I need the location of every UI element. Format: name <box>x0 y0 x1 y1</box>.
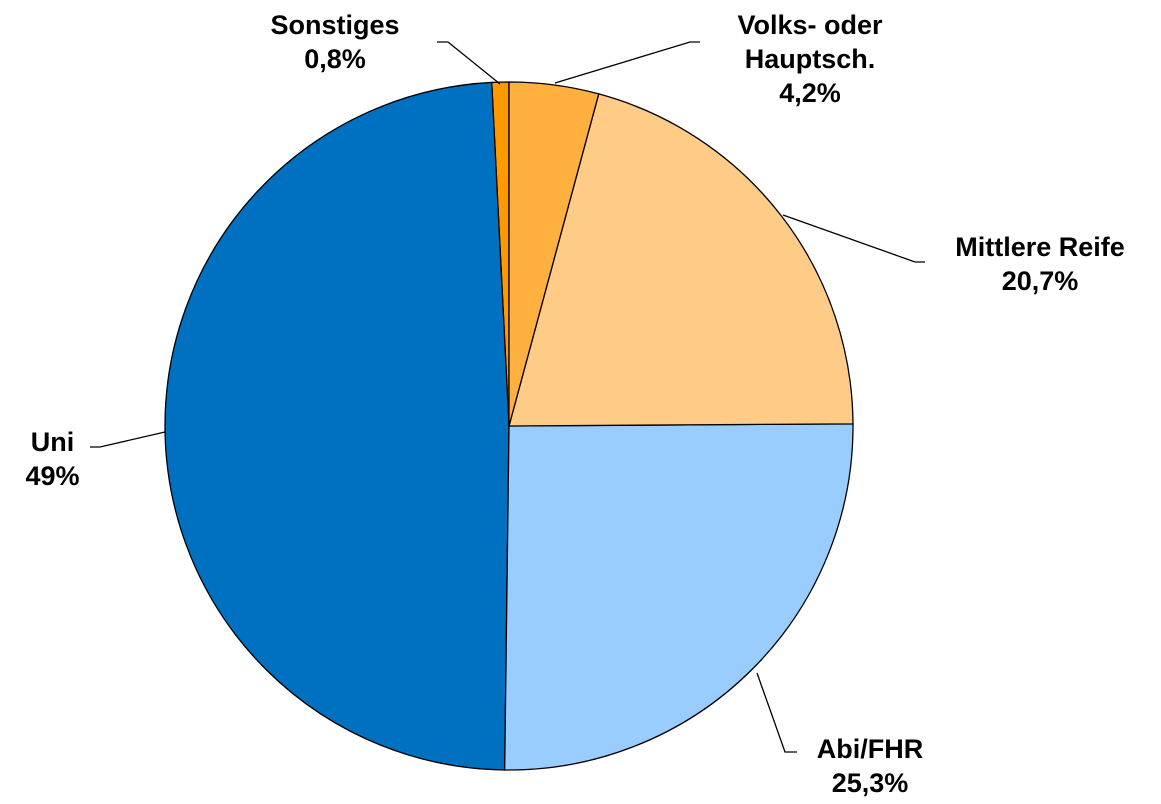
leader-lines <box>90 41 925 753</box>
category-name: Abi/FHR <box>816 734 924 764</box>
value-label: 49% <box>25 461 80 491</box>
category-name: Sonstiges <box>270 10 400 40</box>
value-label: 20,7% <box>1001 266 1079 296</box>
leader-line <box>554 41 700 84</box>
leader-line <box>437 41 501 85</box>
leader-line <box>756 672 797 753</box>
slice-label: Volks- oder Hauptsch. 4,2% <box>690 8 930 110</box>
value-label: 0,8% <box>304 44 366 74</box>
leader-line <box>782 214 925 263</box>
slice-label: Sonstiges 0,8% <box>240 8 430 76</box>
value-label: 4,2% <box>779 78 841 108</box>
slice-label: Mittlere Reife 20,7% <box>905 230 1161 298</box>
pie-slice <box>164 81 510 771</box>
leader-line <box>90 431 166 448</box>
category-name: Volks- oder Hauptsch. <box>737 10 883 74</box>
pie-slice <box>508 93 854 427</box>
pie-slice <box>504 423 854 771</box>
slice-label: Uni 49% <box>0 425 105 493</box>
pie-slice <box>508 81 600 427</box>
category-name: Mittlere Reife <box>955 232 1125 262</box>
category-name: Uni <box>30 427 75 457</box>
value-label: 25,3% <box>831 768 909 798</box>
slice-label: Abi/FHR 25,3% <box>780 732 960 800</box>
